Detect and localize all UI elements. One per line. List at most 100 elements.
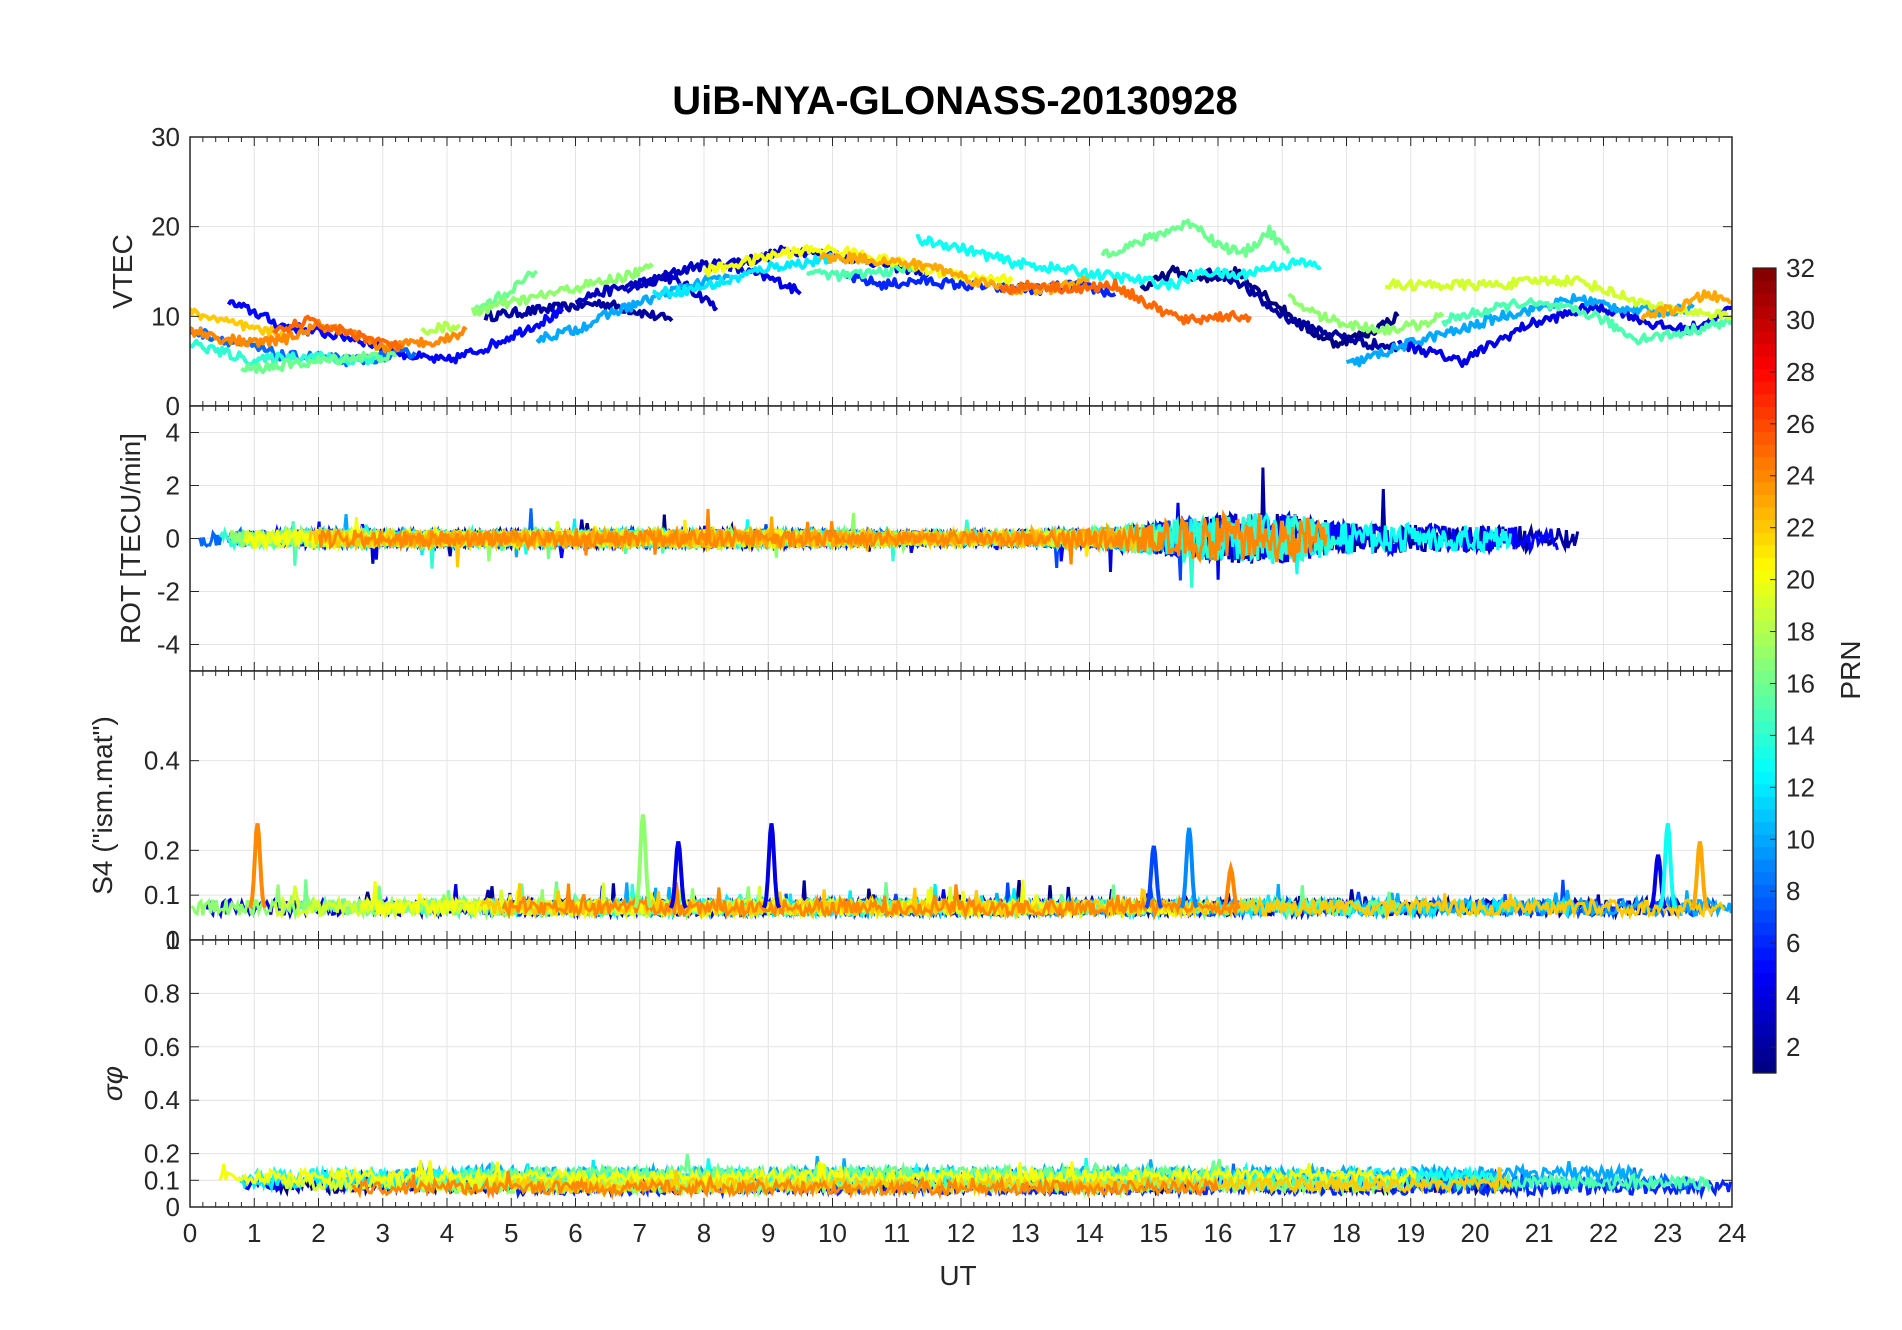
colorbar-label: PRN [1835, 640, 1866, 699]
s4-spike-prn-4 [668, 841, 688, 909]
colorbar-segment [1753, 896, 1776, 911]
x-tick-label: 16 [1204, 1218, 1233, 1248]
y-tick-label: 0.1 [144, 880, 180, 910]
colorbar-segment [1753, 519, 1776, 533]
colorbar-segment [1753, 381, 1776, 395]
vtec-series-prn-16 [472, 269, 539, 314]
vtec-series-prn-1 [1139, 264, 1400, 349]
panel-s4: 0 0.1 0.2 0.4 S4 ("ism.mat") [87, 670, 1733, 955]
colorbar-segment [1753, 494, 1776, 508]
colorbar-segment [1753, 268, 1776, 282]
vtec-series-prn-15 [806, 262, 918, 283]
x-tick-label: 1 [247, 1218, 261, 1248]
y-tick-label: 0.1 [144, 1165, 180, 1195]
colorbar-segment [1753, 808, 1776, 823]
colorbar-segment [1753, 318, 1776, 332]
y-tick-label: 0 [166, 925, 180, 955]
colorbar-segment [1753, 343, 1776, 357]
s4-spike-prn-17 [633, 814, 653, 909]
vtec-series-prn-17 [470, 262, 655, 317]
colorbar-segment [1753, 871, 1776, 885]
x-tick-label: 9 [761, 1218, 775, 1248]
colorbar-segment [1753, 582, 1776, 596]
y-tick-label: 30 [151, 122, 180, 152]
x-tick-label: 2 [311, 1218, 325, 1248]
s4-spike-prn-4 [761, 823, 782, 909]
y-tick-label: 0.4 [144, 746, 180, 776]
colorbar-segment [1753, 683, 1776, 697]
colorbar-tick-label: 20 [1786, 565, 1815, 595]
colorbar-tick-label: 14 [1786, 720, 1815, 750]
colorbar-segment [1753, 884, 1776, 898]
colorbar-segment [1753, 834, 1776, 848]
colorbar-segment [1753, 1060, 1776, 1074]
x-tick-label: 0 [183, 1218, 197, 1248]
colorbar-segment [1753, 607, 1776, 621]
colorbar-segment [1753, 846, 1776, 860]
x-tick-label: 23 [1653, 1218, 1682, 1248]
data-layer [197, 467, 1580, 588]
colorbar-segment [1753, 1022, 1776, 1036]
vtec-series-prn-13 [915, 234, 1322, 291]
colorbar-segment [1753, 695, 1776, 709]
vtec-series-prn-12 [652, 252, 835, 300]
colorbar-segment [1753, 1035, 1776, 1049]
colorbar-segment [1753, 984, 1776, 999]
data-layer [218, 1153, 1732, 1201]
y-axis-label: VTEC [107, 234, 138, 309]
rot-series-prn-24 [317, 508, 1328, 565]
colorbar-segment [1753, 670, 1776, 684]
x-tick-label: 20 [1461, 1218, 1490, 1248]
y-tick-label: 0.4 [144, 1085, 180, 1115]
y-tick-label: 0.8 [144, 978, 180, 1008]
colorbar-segment [1753, 293, 1776, 307]
colorbar-segment [1753, 1047, 1776, 1062]
x-tick-label: 18 [1332, 1218, 1361, 1248]
x-tick-label: 14 [1075, 1218, 1104, 1248]
colorbar-segment [1753, 418, 1776, 433]
colorbar-segment [1753, 406, 1776, 420]
colorbar-segment [1753, 645, 1776, 659]
colorbar-segment [1753, 821, 1776, 835]
colorbar-tick-label: 26 [1786, 409, 1815, 439]
colorbar-segment [1753, 771, 1776, 785]
x-tick-label: 22 [1589, 1218, 1618, 1248]
colorbar-tick-label: 30 [1786, 305, 1815, 335]
y-tick-label: 1 [166, 925, 180, 955]
s4-spike-prn-13 [1658, 823, 1678, 909]
vtec-series-prn-22 [190, 307, 289, 341]
y-tick-label: 0 [166, 391, 180, 421]
y-tick-label: 0 [166, 1192, 180, 1222]
x-tick-label: 11 [883, 1218, 910, 1248]
y-tick-label: 0.2 [144, 835, 180, 865]
colorbar-segment [1753, 708, 1776, 722]
colorbar-segment [1753, 506, 1776, 521]
x-tick-label: 21 [1525, 1218, 1554, 1248]
colorbar-segment [1753, 632, 1776, 646]
colorbar-tick-label: 18 [1786, 617, 1815, 647]
colorbar-segment [1753, 657, 1776, 672]
y-tick-label: -4 [157, 630, 180, 660]
data-layer [190, 814, 1732, 922]
figure-title: UiB-NYA-GLONASS-20130928 [672, 79, 1237, 123]
vtec-series-prn-16 [1100, 218, 1291, 259]
colorbar-tick-label: 22 [1786, 513, 1815, 543]
colorbar-segment [1753, 469, 1776, 483]
s4-spike-prn-24 [247, 823, 268, 909]
colorbar-segment [1753, 720, 1776, 734]
y-tick-label: 2 [166, 471, 180, 501]
colorbar-tick-label: 12 [1786, 772, 1815, 802]
colorbar-segment [1753, 859, 1776, 873]
panel-vtec: 0 10 20 30 VTEC [107, 122, 1733, 421]
colorbar-segment [1753, 972, 1776, 986]
colorbar-tick-label: 4 [1786, 980, 1800, 1010]
x-tick-label: 19 [1396, 1218, 1425, 1248]
y-tick-label: -2 [157, 577, 180, 607]
y-tick-label: 20 [151, 212, 180, 242]
colorbar-tick-label: 32 [1786, 253, 1815, 283]
colorbar-frame [1752, 267, 1777, 1074]
vtec-series-prn-23 [1640, 289, 1732, 322]
vtec-series-prn-15 [1441, 297, 1732, 346]
vtec-series-prn-18 [420, 320, 461, 336]
